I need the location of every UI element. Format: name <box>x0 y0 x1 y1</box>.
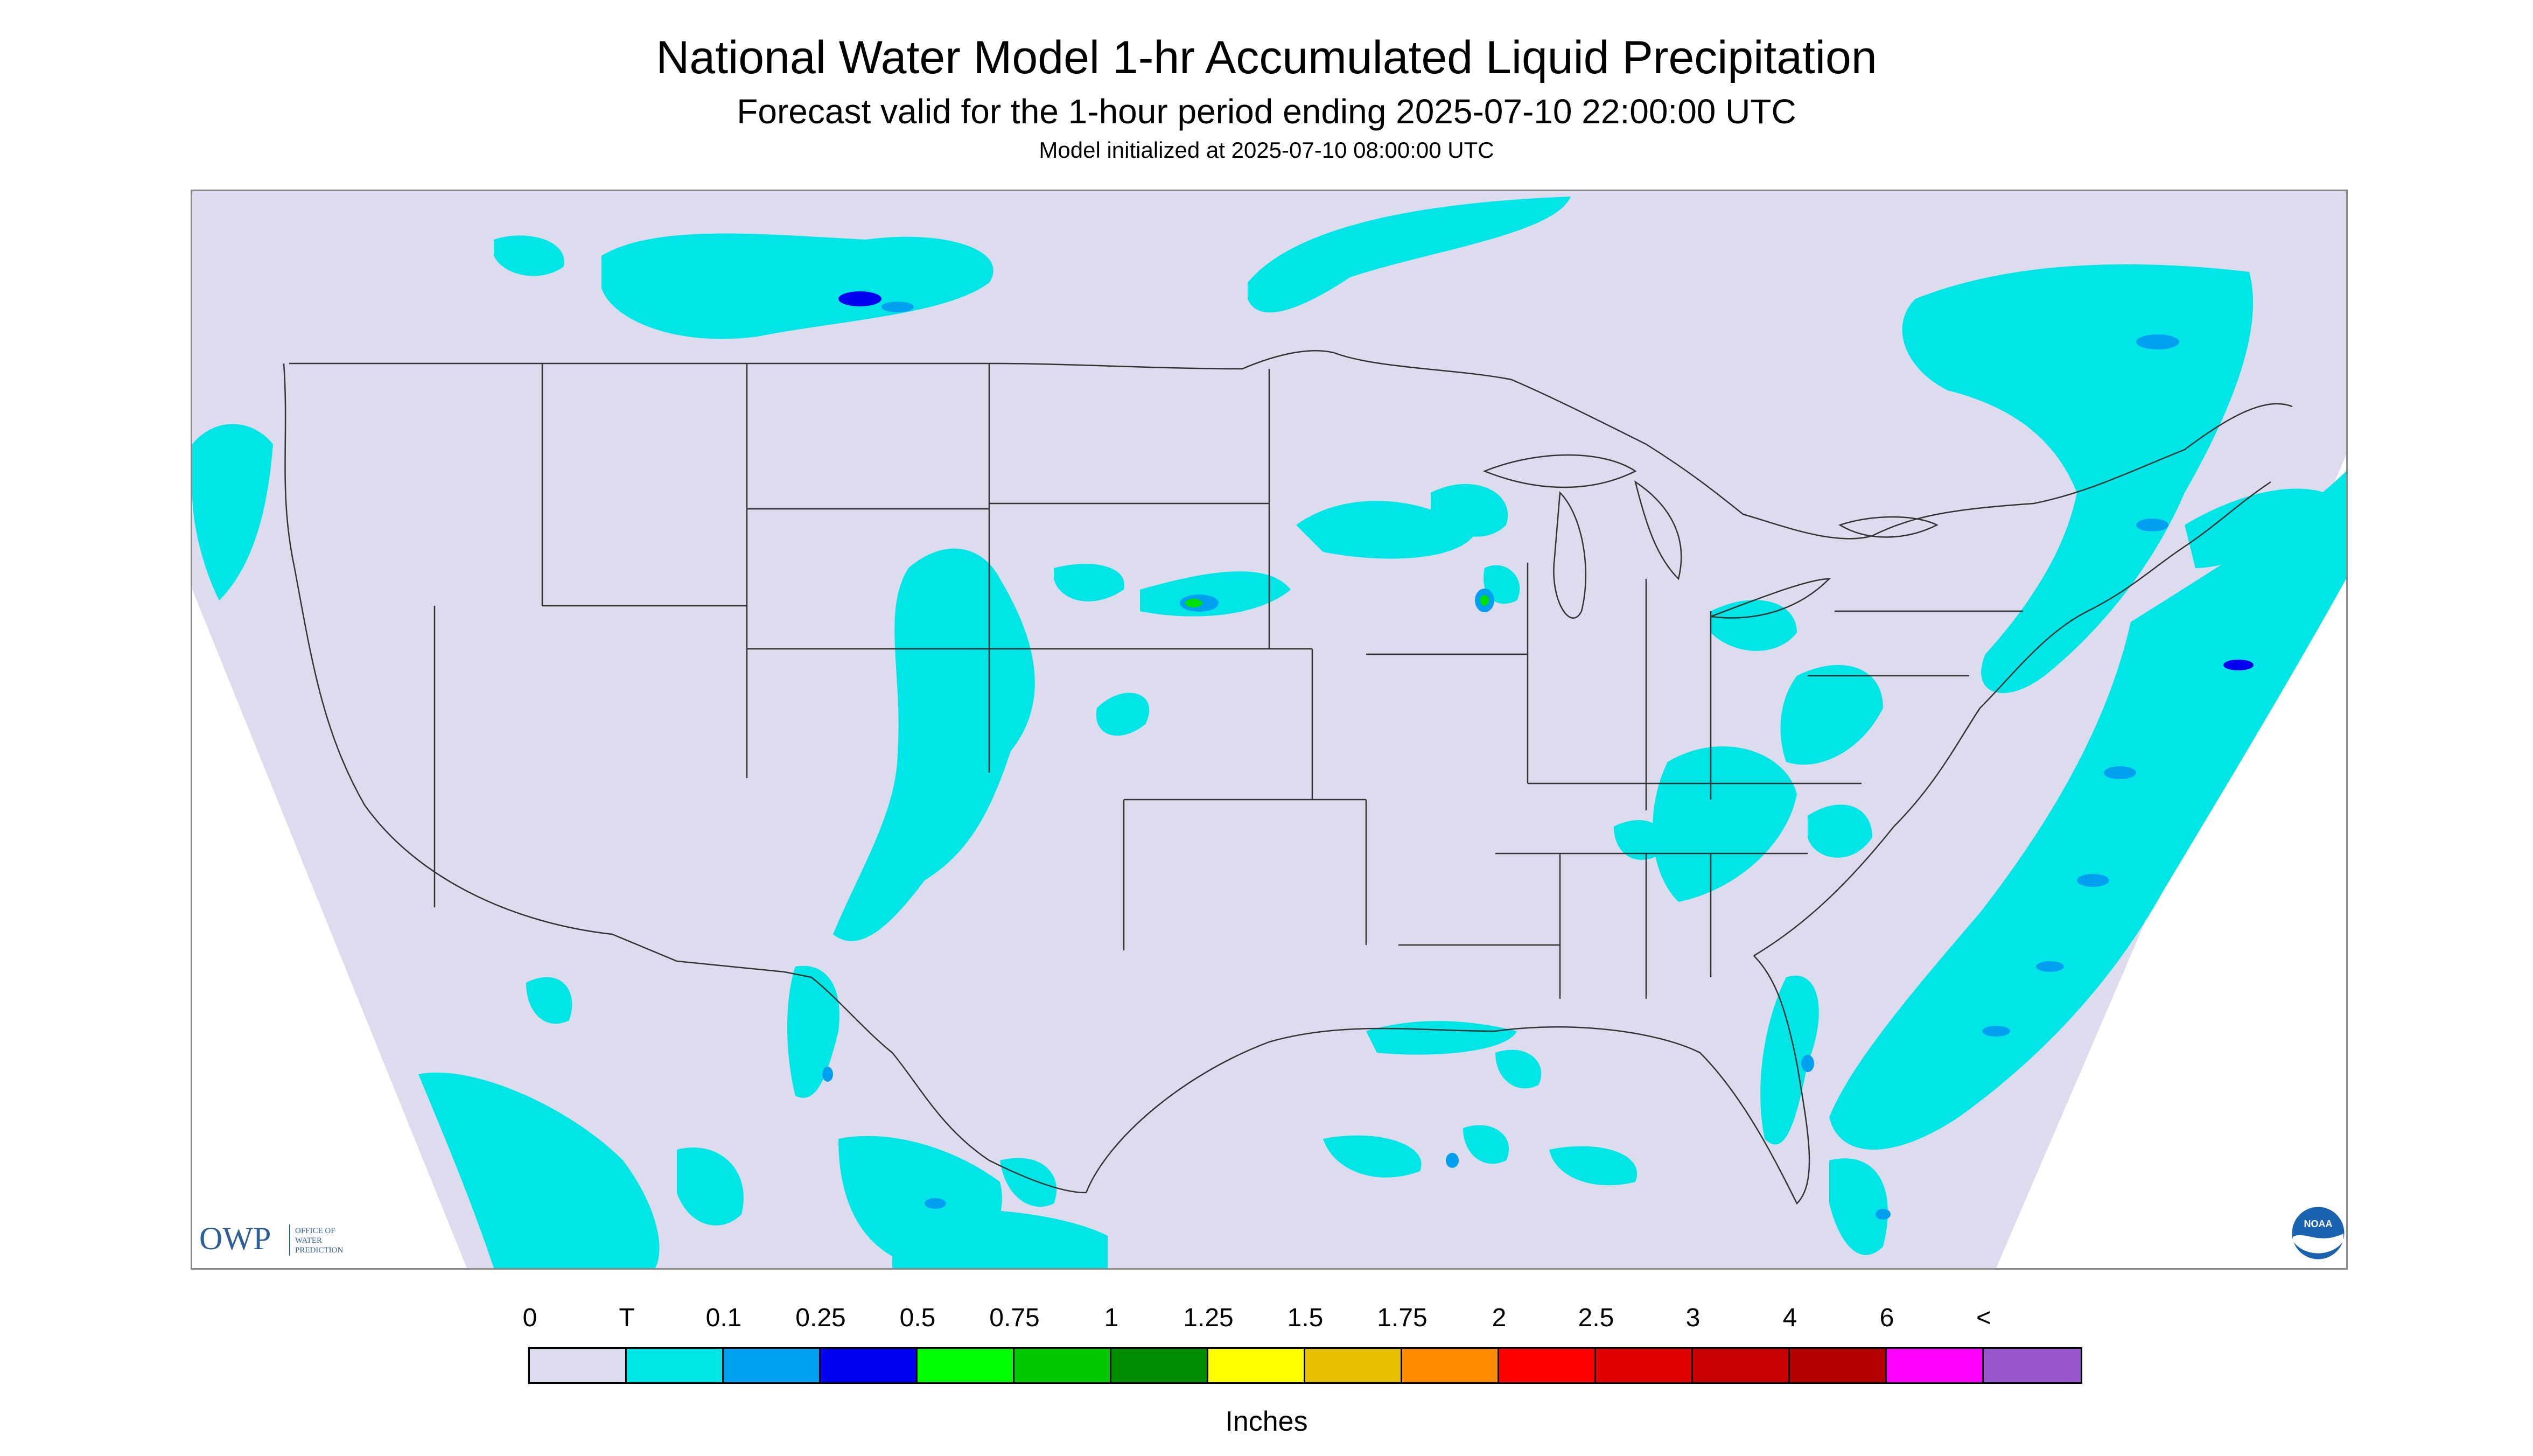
noaa-logo-text: NOAA <box>2304 1219 2333 1229</box>
legend-swatch <box>530 1349 627 1382</box>
legend-swatch <box>1693 1349 1790 1382</box>
legend-swatch <box>1014 1349 1111 1382</box>
precipitation-map <box>191 190 2348 1270</box>
legend-swatch <box>1208 1349 1305 1382</box>
map-title: National Water Model 1-hr Accumulated Li… <box>656 32 1877 83</box>
legend-swatch <box>1402 1349 1499 1382</box>
legend-tick-label: 1.75 <box>1377 1304 1428 1332</box>
legend-tick-label: 0.5 <box>899 1304 936 1332</box>
model-initialized-text: Model initialized at 2025-07-10 08:00:00… <box>1039 137 1494 163</box>
forecast-valid-subtitle: Forecast valid for the 1-hour period end… <box>737 92 1796 131</box>
legend-tick-label: T <box>619 1304 635 1332</box>
legend-tick-label: 0.75 <box>989 1304 1040 1332</box>
legend-tick-label: 1.25 <box>1183 1304 1234 1332</box>
domain-mask-left <box>192 590 467 1268</box>
legend-swatch <box>1596 1349 1693 1382</box>
legend-swatch <box>1499 1349 1596 1382</box>
legend-swatch <box>918 1349 1014 1382</box>
precip-moderate-spots <box>822 291 2254 1220</box>
legend-swatch <box>627 1349 724 1382</box>
legend-swatch <box>821 1349 918 1382</box>
legend-tick-label: 0 <box>522 1304 537 1332</box>
legend-swatch <box>724 1349 821 1382</box>
legend-tick-label: 1 <box>1104 1304 1119 1332</box>
legend-units-label: Inches <box>1225 1406 1308 1437</box>
noaa-logo: NOAA <box>2289 1203 2348 1265</box>
precip-trace-areas <box>192 197 2346 1268</box>
legend-swatch <box>1305 1349 1402 1382</box>
political-boundaries <box>283 350 2293 1205</box>
legend-tick-label: 3 <box>1685 1304 1701 1332</box>
legend-tick-label: 6 <box>1879 1304 1894 1332</box>
owp-logo-line1: OFFICE OF <box>295 1227 335 1235</box>
legend-swatch <box>1984 1349 2081 1382</box>
owp-logo-line3: PREDICTION <box>295 1246 343 1255</box>
legend-colorbar <box>528 1347 2082 1384</box>
owp-logo-line2: WATER <box>295 1236 322 1245</box>
legend-tick-label: 0.25 <box>795 1304 846 1332</box>
legend-swatch <box>1790 1349 1887 1382</box>
owp-logo: OWP OFFICE OF WATER PREDICTION <box>199 1217 382 1263</box>
owp-logo-letters: OWP <box>199 1221 271 1256</box>
legend-tick-label: 1.5 <box>1287 1304 1324 1332</box>
legend-tick-label: 0.1 <box>705 1304 742 1332</box>
legend-tick-label: < <box>1976 1304 1992 1332</box>
legend-swatch <box>1887 1349 1984 1382</box>
legend-tick-label: 2.5 <box>1578 1304 1614 1332</box>
legend-tick-label: 2 <box>1492 1304 1507 1332</box>
legend-swatch <box>1111 1349 1208 1382</box>
legend-tick-label: 4 <box>1782 1304 1797 1332</box>
